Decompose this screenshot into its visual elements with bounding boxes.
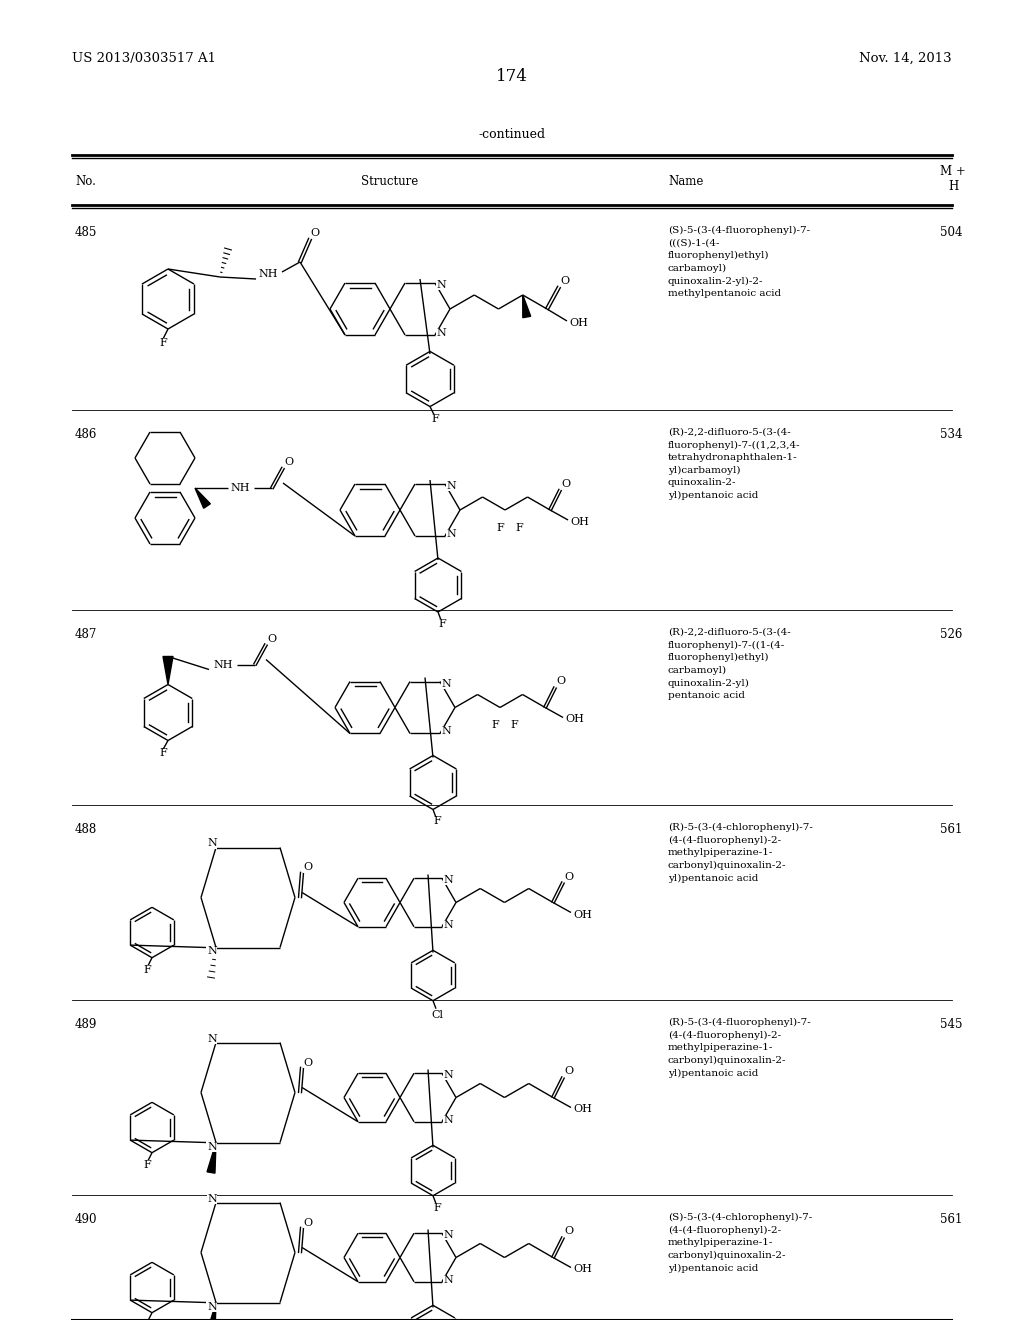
Text: N: N — [443, 1230, 453, 1241]
Polygon shape — [522, 294, 530, 318]
Text: O: O — [303, 1057, 312, 1068]
Text: NH: NH — [213, 660, 232, 669]
Text: 561: 561 — [940, 822, 963, 836]
Text: N: N — [207, 1034, 217, 1044]
Text: 561: 561 — [940, 1213, 963, 1226]
Text: Name: Name — [668, 176, 703, 187]
Text: H: H — [948, 180, 958, 193]
Text: (R)-5-(3-(4-chlorophenyl)-7-
(4-(4-fluorophenyl)-2-
methylpiperazine-1-
carbonyl: (R)-5-(3-(4-chlorophenyl)-7- (4-(4-fluor… — [668, 822, 813, 883]
Text: F: F — [433, 817, 441, 826]
Text: N: N — [436, 327, 445, 338]
Text: F: F — [510, 721, 518, 730]
Text: N: N — [443, 875, 453, 886]
Text: US 2013/0303517 A1: US 2013/0303517 A1 — [72, 51, 216, 65]
Text: F: F — [159, 748, 167, 759]
Text: F: F — [159, 338, 167, 348]
Text: O: O — [303, 862, 312, 873]
Text: O: O — [560, 276, 569, 286]
Text: M +: M + — [940, 165, 966, 178]
Text: OH: OH — [569, 318, 589, 327]
Text: N: N — [443, 1275, 453, 1284]
Text: F: F — [431, 413, 439, 424]
Text: O: O — [556, 676, 565, 686]
Text: O: O — [564, 871, 573, 882]
Text: F: F — [492, 721, 499, 730]
Text: N: N — [443, 1071, 453, 1080]
Text: N: N — [207, 1142, 217, 1151]
Text: N: N — [446, 529, 456, 539]
Text: O: O — [285, 457, 294, 467]
Polygon shape — [207, 1143, 216, 1173]
Text: F: F — [143, 1160, 151, 1170]
Text: F: F — [515, 523, 523, 533]
Text: 487: 487 — [75, 628, 97, 642]
Text: 490: 490 — [75, 1213, 97, 1226]
Text: OH: OH — [573, 1265, 593, 1275]
Text: N: N — [443, 920, 453, 929]
Text: 526: 526 — [940, 628, 963, 642]
Text: 488: 488 — [75, 822, 97, 836]
Text: O: O — [561, 479, 570, 488]
Text: OH: OH — [570, 517, 590, 527]
Polygon shape — [195, 488, 210, 508]
Text: Cl: Cl — [431, 1010, 443, 1020]
Text: N: N — [207, 1302, 217, 1312]
Polygon shape — [207, 1303, 216, 1320]
Text: N: N — [207, 946, 217, 957]
Text: Nov. 14, 2013: Nov. 14, 2013 — [859, 51, 952, 65]
Text: (S)-5-(3-(4-fluorophenyl)-7-
(((S)-1-(4-
fluorophenyl)ethyl)
carbamoyl)
quinoxal: (S)-5-(3-(4-fluorophenyl)-7- (((S)-1-(4-… — [668, 226, 810, 298]
Text: 545: 545 — [940, 1018, 963, 1031]
Text: -continued: -continued — [478, 128, 546, 141]
Text: O: O — [564, 1226, 573, 1237]
Text: F: F — [433, 1203, 441, 1213]
Text: No.: No. — [75, 176, 96, 187]
Text: O: O — [564, 1067, 573, 1077]
Polygon shape — [163, 656, 173, 685]
Text: N: N — [436, 280, 445, 290]
Text: F: F — [143, 965, 151, 974]
Text: 534: 534 — [940, 428, 963, 441]
Text: O: O — [310, 228, 319, 238]
Text: 485: 485 — [75, 226, 97, 239]
Text: 486: 486 — [75, 428, 97, 441]
Text: N: N — [441, 726, 451, 737]
Text: O: O — [303, 1217, 312, 1228]
Text: N: N — [441, 678, 451, 689]
Text: N: N — [443, 1115, 453, 1125]
Text: (R)-2,2-difluoro-5-(3-(4-
fluorophenyl)-7-((1-(4-
fluorophenyl)ethyl)
carbamoyl): (R)-2,2-difluoro-5-(3-(4- fluorophenyl)-… — [668, 628, 791, 700]
Text: F: F — [438, 619, 445, 630]
Text: N: N — [446, 480, 456, 491]
Text: OH: OH — [573, 1105, 593, 1114]
Text: F: F — [497, 523, 504, 533]
Text: OH: OH — [573, 909, 593, 920]
Text: O: O — [267, 634, 276, 644]
Text: NH: NH — [258, 269, 278, 279]
Text: OH: OH — [565, 714, 585, 725]
Text: N: N — [207, 838, 217, 849]
Text: NH: NH — [230, 483, 250, 492]
Text: 489: 489 — [75, 1018, 97, 1031]
Text: Structure: Structure — [361, 176, 419, 187]
Text: (R)-2,2-difluoro-5-(3-(4-
fluorophenyl)-7-((1,2,3,4-
tetrahydronaphthalen-1-
yl): (R)-2,2-difluoro-5-(3-(4- fluorophenyl)-… — [668, 428, 801, 500]
Text: 174: 174 — [496, 69, 528, 84]
Text: (R)-5-(3-(4-fluorophenyl)-7-
(4-(4-fluorophenyl)-2-
methylpiperazine-1-
carbonyl: (R)-5-(3-(4-fluorophenyl)-7- (4-(4-fluor… — [668, 1018, 811, 1077]
Text: (S)-5-(3-(4-chlorophenyl)-7-
(4-(4-fluorophenyl)-2-
methylpiperazine-1-
carbonyl: (S)-5-(3-(4-chlorophenyl)-7- (4-(4-fluor… — [668, 1213, 812, 1272]
Text: 504: 504 — [940, 226, 963, 239]
Text: N: N — [207, 1193, 217, 1204]
